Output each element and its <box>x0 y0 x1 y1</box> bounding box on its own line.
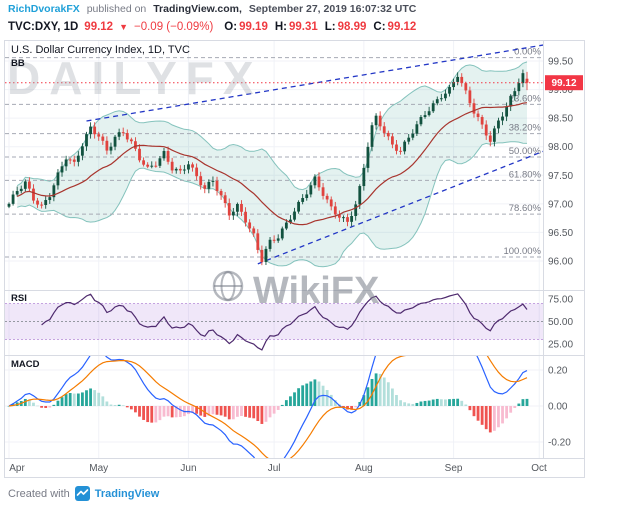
svg-text:Aug: Aug <box>355 463 373 474</box>
svg-text:38.20%: 38.20% <box>509 123 542 134</box>
svg-text:97.00: 97.00 <box>548 199 573 210</box>
svg-text:Sep: Sep <box>445 463 463 474</box>
svg-text:78.60%: 78.60% <box>509 203 542 214</box>
low-value: 98.99 <box>337 21 367 33</box>
bb-indicator-label[interactable]: BB <box>11 58 25 69</box>
svg-text:61.80%: 61.80% <box>509 169 542 180</box>
high-value: 99.31 <box>288 21 318 33</box>
svg-text:23.60%: 23.60% <box>509 93 542 104</box>
chart-widget[interactable]: DAILYFX 0.00% 23.60% 38.20% 50.00% 61.80% 78.… <box>4 40 585 478</box>
svg-text:96.50: 96.50 <box>548 228 573 239</box>
symbol-info-bar: TVC:DXY, 1D 99.12 ▼ −0.09 (−0.09%) O: 99.… <box>8 17 416 37</box>
author-link[interactable]: RichDvorakFX <box>8 3 80 15</box>
rsi-label[interactable]: RSI <box>11 293 27 304</box>
publish-header: RichDvorakFX published on TradingView.co… <box>8 2 416 16</box>
svg-text:0.00%: 0.00% <box>514 47 541 58</box>
published-text: published on <box>86 3 147 15</box>
svg-text:-0.20: -0.20 <box>548 438 571 449</box>
svg-text:99.12: 99.12 <box>551 78 576 89</box>
svg-text:50.00: 50.00 <box>548 317 573 328</box>
chart-canvas[interactable]: 0.00% 23.60% 38.20% 50.00% 61.80% 78.60% 100.0… <box>5 41 584 477</box>
svg-text:0.20: 0.20 <box>548 366 568 377</box>
price-change: −0.09 (−0.09%) <box>134 21 214 33</box>
svg-text:100.00%: 100.00% <box>503 246 541 257</box>
svg-text:99.50: 99.50 <box>548 57 573 68</box>
svg-text:Apr: Apr <box>9 463 25 474</box>
wikifx-watermark: WikiFX <box>211 269 379 313</box>
svg-text:75.00: 75.00 <box>548 295 573 306</box>
svg-text:Oct: Oct <box>531 463 547 474</box>
high-label: H: <box>274 21 287 33</box>
globe-icon <box>211 269 245 313</box>
svg-text:May: May <box>89 463 108 474</box>
close-label: C: <box>373 21 386 33</box>
open-value: 99.19 <box>239 21 268 33</box>
tradingview-logo-icon <box>74 486 90 501</box>
svg-text:25.00: 25.00 <box>548 340 573 351</box>
svg-text:Jun: Jun <box>180 463 196 474</box>
svg-text:96.00: 96.00 <box>548 256 573 267</box>
footer: Created with TradingView <box>8 486 159 501</box>
symbol-title[interactable]: TVC:DXY, 1D <box>8 21 79 33</box>
svg-text:98.50: 98.50 <box>548 114 573 125</box>
down-arrow-icon: ▼ <box>119 22 128 32</box>
macd-label[interactable]: MACD <box>11 359 40 370</box>
last-price: 99.12 <box>84 21 114 33</box>
publish-datetime: September 27, 2019 16:07:32 UTC <box>248 3 417 15</box>
chart-legend: U.S. Dollar Currency Index, 1D, TVC BB <box>11 44 190 69</box>
svg-text:98.00: 98.00 <box>548 142 573 153</box>
ohlc-values: O: 99.19 H: 99.31 L: 98.99 C: 99.12 <box>219 17 416 37</box>
svg-text:0.00: 0.00 <box>548 402 568 413</box>
low-label: L: <box>324 21 336 33</box>
svg-text:99.00: 99.00 <box>548 85 573 96</box>
site-link[interactable]: TradingView.com, <box>153 3 242 15</box>
wikifx-text: WikiFX <box>253 269 380 312</box>
created-with-text: Created with <box>8 487 70 500</box>
svg-text:50.00%: 50.00% <box>509 146 542 157</box>
tradingview-link[interactable]: TradingView <box>94 487 160 500</box>
close-value: 99.12 <box>387 21 417 33</box>
svg-text:Jul: Jul <box>268 463 281 474</box>
svg-text:97.50: 97.50 <box>548 171 573 182</box>
open-label: O: <box>224 21 238 33</box>
dailyfx-watermark: DAILYFX <box>7 52 263 104</box>
chart-title[interactable]: U.S. Dollar Currency Index, 1D, TVC <box>11 44 190 56</box>
